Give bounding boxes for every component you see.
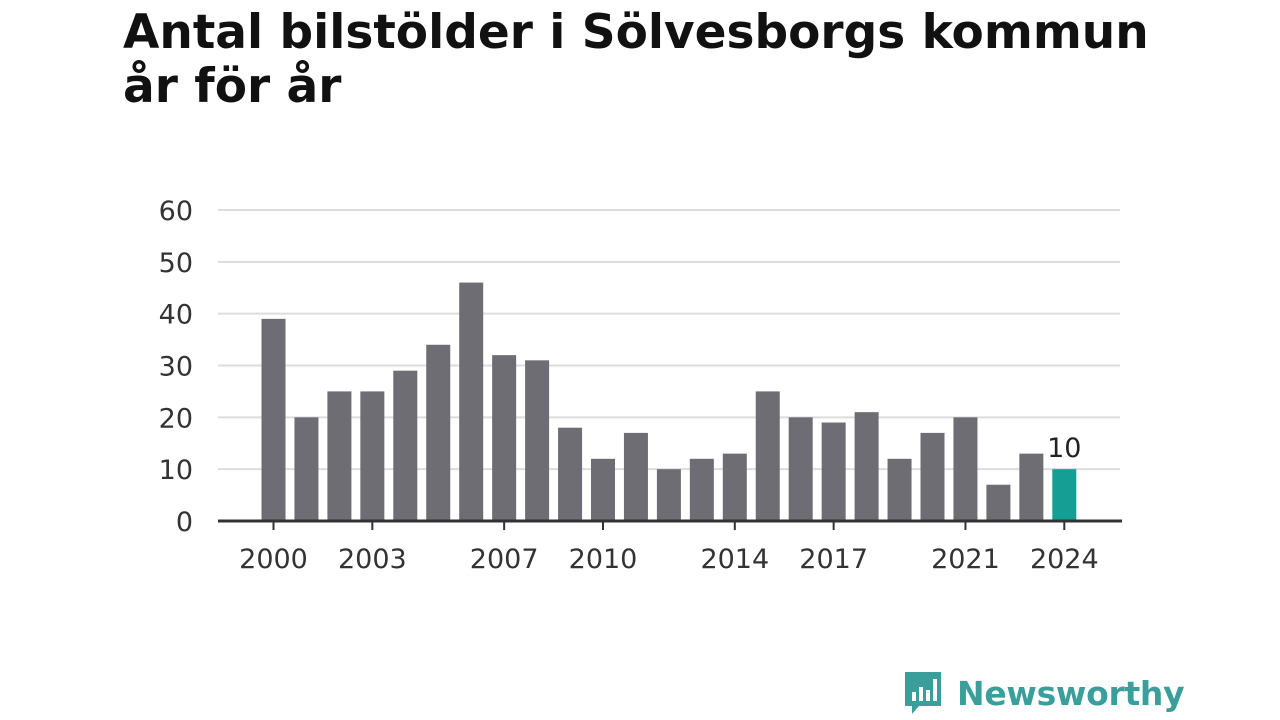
data-label-2024: 10 bbox=[1047, 433, 1081, 464]
x-axis-ticks: 2000 2003 2007 2010 2014 2017 2021 2024 bbox=[239, 521, 1099, 575]
bar-2009 bbox=[558, 427, 583, 521]
chart-title-line-2: år för år bbox=[123, 59, 342, 114]
chart-title: Antal bilstölder i Sölvesborgs kommun år… bbox=[123, 6, 1183, 114]
bar-2024 bbox=[1052, 469, 1077, 521]
bar-2001 bbox=[294, 417, 319, 521]
x-tick-label: 2010 bbox=[569, 544, 638, 575]
bar-2000 bbox=[261, 318, 286, 521]
data-labels: 10 bbox=[1047, 433, 1081, 464]
bar-2019 bbox=[887, 458, 912, 521]
bar-2021 bbox=[953, 417, 978, 521]
x-tick-label: 2024 bbox=[1030, 544, 1099, 575]
x-tick-label: 2014 bbox=[700, 544, 769, 575]
chart-title-line-1: Antal bilstölder i Sölvesborgs kommun bbox=[123, 5, 1149, 60]
x-tick-label: 2003 bbox=[338, 544, 407, 575]
y-tick-label: 50 bbox=[159, 248, 193, 279]
bar-2017 bbox=[821, 422, 846, 521]
x-tick-label: 2000 bbox=[239, 544, 308, 575]
grid-lines bbox=[218, 209, 1120, 471]
bar-2007 bbox=[492, 355, 517, 521]
bar-2018 bbox=[854, 412, 879, 521]
y-tick-label: 30 bbox=[159, 352, 193, 383]
bars bbox=[261, 282, 1077, 521]
bar-2003 bbox=[360, 391, 385, 521]
bar-2010 bbox=[591, 458, 615, 521]
y-tick-label: 20 bbox=[159, 403, 193, 434]
bar-2015 bbox=[755, 391, 780, 521]
newsworthy-logo: Newsworthy bbox=[903, 670, 1185, 716]
y-tick-label: 40 bbox=[159, 300, 193, 331]
bar-2004 bbox=[393, 370, 418, 521]
bar-2020 bbox=[920, 432, 945, 521]
x-tick-label: 2021 bbox=[931, 544, 1000, 575]
y-axis-ticks: 0 10 20 30 40 50 60 bbox=[159, 196, 193, 538]
x-tick-label: 2007 bbox=[470, 544, 539, 575]
bar-2023 bbox=[1019, 453, 1044, 521]
bar-2012 bbox=[656, 469, 681, 521]
bar-2013 bbox=[689, 458, 714, 521]
bar-2011 bbox=[623, 432, 648, 521]
y-tick-label: 60 bbox=[159, 196, 193, 227]
bar-2022 bbox=[986, 484, 1011, 521]
bar-2014 bbox=[722, 453, 747, 521]
y-tick-label: 10 bbox=[159, 455, 193, 486]
bar-2008 bbox=[525, 360, 550, 521]
x-tick-label: 2017 bbox=[799, 544, 868, 575]
bar-2002 bbox=[327, 391, 352, 521]
y-tick-label: 0 bbox=[176, 507, 193, 538]
bar-2016 bbox=[788, 417, 813, 521]
bar-2006 bbox=[459, 282, 484, 521]
brand-name: Newsworthy bbox=[957, 673, 1185, 713]
bar-2005 bbox=[426, 344, 451, 521]
newsworthy-bar-chart-speech-bubble-icon bbox=[905, 672, 941, 714]
